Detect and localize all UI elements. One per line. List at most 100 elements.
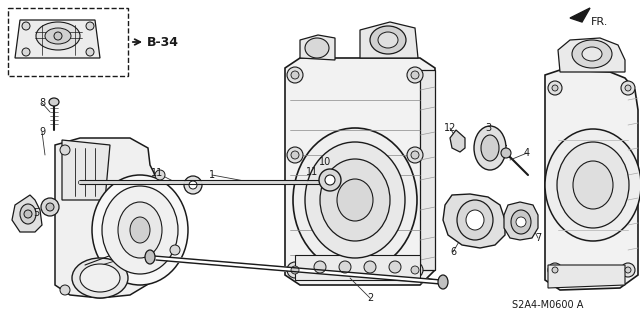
Ellipse shape <box>20 204 36 224</box>
Circle shape <box>625 267 631 273</box>
Circle shape <box>548 81 562 95</box>
Circle shape <box>407 262 423 278</box>
Circle shape <box>339 261 351 273</box>
Circle shape <box>548 263 562 277</box>
Ellipse shape <box>511 210 531 234</box>
Text: 11: 11 <box>151 168 163 178</box>
Circle shape <box>407 67 423 83</box>
Circle shape <box>516 217 526 227</box>
Ellipse shape <box>557 142 629 228</box>
Polygon shape <box>12 195 42 232</box>
Ellipse shape <box>145 250 155 264</box>
Ellipse shape <box>305 142 405 258</box>
Polygon shape <box>420 70 435 270</box>
Circle shape <box>411 151 419 159</box>
Circle shape <box>22 48 30 56</box>
Circle shape <box>291 151 299 159</box>
Polygon shape <box>570 8 590 22</box>
Ellipse shape <box>130 217 150 243</box>
Ellipse shape <box>305 38 329 58</box>
Circle shape <box>291 266 299 274</box>
Ellipse shape <box>184 176 202 194</box>
Ellipse shape <box>501 148 511 158</box>
Text: 6: 6 <box>450 247 456 257</box>
Text: 5: 5 <box>33 208 39 218</box>
Ellipse shape <box>438 275 448 289</box>
Polygon shape <box>450 130 465 152</box>
Ellipse shape <box>573 161 613 209</box>
Circle shape <box>54 32 62 40</box>
Text: S2A4-M0600 A: S2A4-M0600 A <box>512 300 584 310</box>
Circle shape <box>60 145 70 155</box>
Text: 12: 12 <box>444 123 456 133</box>
Ellipse shape <box>80 264 120 292</box>
Circle shape <box>287 262 303 278</box>
Circle shape <box>364 261 376 273</box>
Ellipse shape <box>337 179 373 221</box>
Text: 7: 7 <box>535 233 541 243</box>
Ellipse shape <box>293 128 417 272</box>
Circle shape <box>325 175 335 185</box>
Ellipse shape <box>572 40 612 68</box>
Ellipse shape <box>457 200 493 240</box>
Circle shape <box>189 181 197 189</box>
Polygon shape <box>285 58 435 285</box>
Circle shape <box>291 71 299 79</box>
Ellipse shape <box>45 28 71 44</box>
Ellipse shape <box>466 210 484 230</box>
Circle shape <box>170 245 180 255</box>
Circle shape <box>155 170 165 180</box>
Circle shape <box>625 85 631 91</box>
Circle shape <box>621 263 635 277</box>
Ellipse shape <box>320 159 390 241</box>
Ellipse shape <box>92 175 188 285</box>
Circle shape <box>314 261 326 273</box>
Polygon shape <box>443 194 505 248</box>
Text: 4: 4 <box>524 148 530 158</box>
Ellipse shape <box>49 98 59 106</box>
Circle shape <box>552 267 558 273</box>
Ellipse shape <box>118 202 162 258</box>
Ellipse shape <box>378 32 398 48</box>
Text: 10: 10 <box>319 157 331 167</box>
Circle shape <box>552 85 558 91</box>
Ellipse shape <box>474 126 506 170</box>
Ellipse shape <box>41 198 59 216</box>
Circle shape <box>389 261 401 273</box>
Ellipse shape <box>481 135 499 161</box>
Polygon shape <box>548 265 625 288</box>
Circle shape <box>22 22 30 30</box>
Text: B-34: B-34 <box>147 35 179 48</box>
Polygon shape <box>62 140 110 200</box>
Circle shape <box>411 266 419 274</box>
Circle shape <box>287 67 303 83</box>
Ellipse shape <box>320 177 330 187</box>
Text: 9: 9 <box>39 127 45 137</box>
Circle shape <box>86 22 94 30</box>
Polygon shape <box>55 138 182 298</box>
Ellipse shape <box>370 26 406 54</box>
Text: FR.: FR. <box>591 17 609 27</box>
Polygon shape <box>300 35 335 60</box>
Ellipse shape <box>36 22 80 50</box>
Text: 8: 8 <box>39 98 45 108</box>
Text: 2: 2 <box>367 293 373 303</box>
Text: 11: 11 <box>306 167 318 177</box>
Polygon shape <box>558 38 625 72</box>
Circle shape <box>287 147 303 163</box>
Circle shape <box>621 81 635 95</box>
Bar <box>8 8 128 76</box>
Polygon shape <box>15 20 100 58</box>
Circle shape <box>46 203 54 211</box>
Circle shape <box>24 210 32 218</box>
Text: 1: 1 <box>209 170 215 180</box>
Polygon shape <box>545 70 638 290</box>
Polygon shape <box>360 22 418 58</box>
Ellipse shape <box>102 186 178 274</box>
Circle shape <box>411 71 419 79</box>
Polygon shape <box>295 255 420 280</box>
Circle shape <box>407 147 423 163</box>
Ellipse shape <box>545 129 640 241</box>
Ellipse shape <box>72 258 128 298</box>
Circle shape <box>86 48 94 56</box>
